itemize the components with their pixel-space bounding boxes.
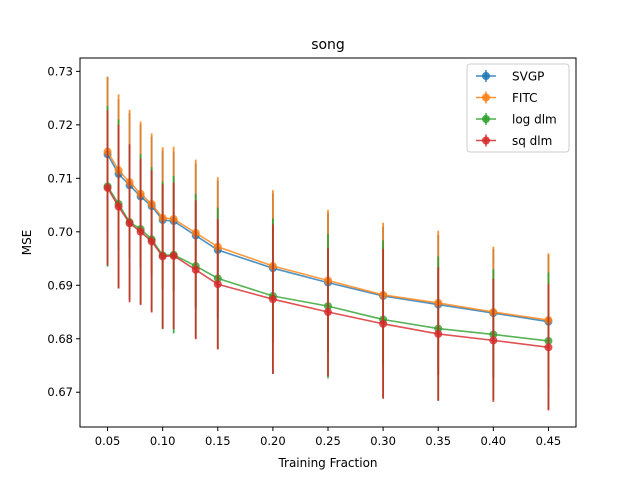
data-point [147, 237, 156, 246]
y-tick-label: 0.73 [47, 64, 73, 78]
legend-marker [482, 72, 490, 80]
x-tick-label: 0.40 [481, 434, 507, 448]
legend-box [466, 63, 570, 153]
data-point [544, 343, 553, 352]
legend-label: FITC [512, 91, 537, 105]
legend-label: sq dlm [512, 134, 552, 148]
legend-label: log dlm [512, 113, 557, 127]
y-axis-ticks: 0.67 0.68 0.69 0.70 0.71 0.72 0.73 [47, 64, 80, 399]
plot-frame [79, 57, 577, 428]
data-point [169, 251, 178, 260]
legend-label: SVGP [512, 70, 544, 84]
legend-item: sq dlm [476, 134, 552, 148]
x-tick-label: 0.05 [95, 434, 121, 448]
data-point [191, 265, 200, 274]
plot-series [103, 76, 553, 411]
x-tick-label: 0.15 [205, 434, 231, 448]
y-tick-label: 0.69 [47, 278, 73, 292]
x-tick-label: 0.20 [260, 434, 286, 448]
legend-item: FITC [476, 91, 537, 105]
series-sq-dlm [103, 110, 553, 411]
data-point [125, 219, 134, 228]
legend-marker [482, 136, 490, 145]
x-tick-label: 0.25 [315, 434, 341, 448]
data-point [434, 329, 443, 338]
x-axis-ticks: 0.05 0.10 0.15 0.20 0.25 0.30 0.35 0.40 0.45 [95, 427, 561, 448]
data-point [489, 336, 498, 345]
y-tick-label: 0.67 [47, 385, 73, 399]
legend-item: log dlm [476, 113, 557, 127]
data-point [114, 202, 123, 211]
y-axis-label: MSE [20, 230, 34, 256]
x-tick-label: 0.35 [425, 434, 451, 448]
data-point [158, 252, 167, 261]
x-tick-label: 0.10 [150, 434, 176, 448]
data-point [268, 295, 277, 304]
chart-title: song [311, 37, 345, 53]
x-tick-label: 0.30 [370, 434, 396, 448]
y-tick-label: 0.68 [47, 332, 73, 346]
legend-item: SVGP [476, 70, 544, 84]
legend-marker [482, 93, 490, 102]
y-tick-label: 0.71 [47, 171, 73, 185]
data-point [324, 308, 332, 317]
legend: SVGP FITC log dlm sq dlm [466, 63, 570, 153]
x-axis-label: Training Fraction [277, 456, 377, 470]
legend-marker [482, 115, 490, 123]
y-tick-label: 0.72 [47, 118, 73, 132]
data-point [379, 319, 388, 328]
data-point [103, 183, 112, 192]
data-point [213, 280, 222, 289]
data-point [136, 227, 145, 236]
y-tick-label: 0.70 [47, 225, 73, 239]
x-tick-label: 0.45 [536, 434, 562, 448]
